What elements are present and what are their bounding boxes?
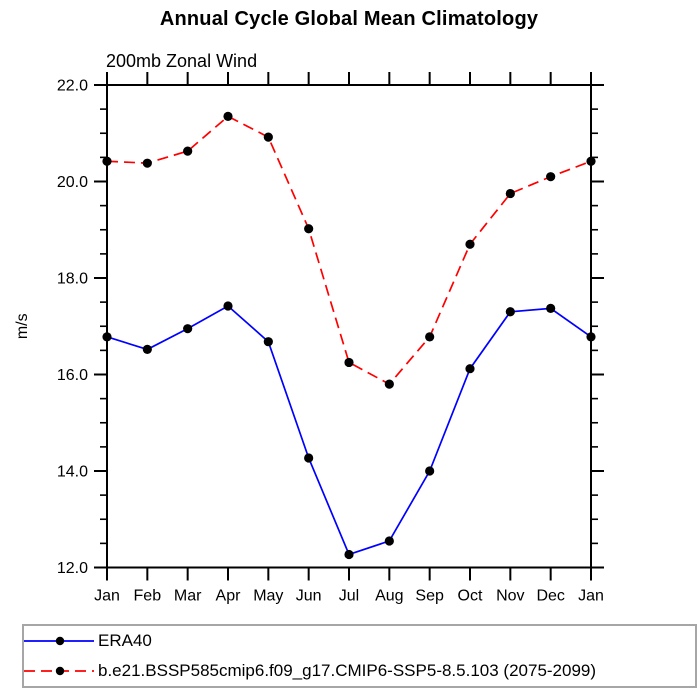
x-tick-label: Feb — [134, 588, 162, 605]
data-point-marker — [142, 158, 152, 168]
data-point-marker — [263, 337, 273, 347]
chart-title: Annual Cycle Global Mean Climatology — [159, 8, 539, 30]
data-point-marker — [425, 332, 435, 342]
data-point-marker — [505, 307, 515, 317]
data-point-marker — [465, 239, 475, 249]
x-tick-label: Apr — [216, 588, 242, 605]
y-axis-title: m/s — [14, 313, 31, 339]
data-point-marker — [102, 156, 112, 166]
legend-item-model: b.e21.BSSP585cmip6.f09_g17.CMIP6-SSP5-8.… — [24, 656, 695, 686]
era40-line-sample — [24, 636, 94, 646]
data-point-marker — [142, 344, 152, 355]
data-point-marker — [102, 332, 112, 342]
y-tick-label: 18.0 — [57, 271, 88, 288]
legend-marker-dot — [55, 636, 65, 646]
data-point-marker — [505, 188, 515, 199]
legend-box: ERA40 b.e21.BSSP585cmip6.f09_g17.CMIP6-S… — [22, 624, 697, 688]
x-tick-label: Jul — [339, 588, 359, 605]
x-tick-label: Jan — [578, 588, 604, 605]
data-point-marker — [183, 146, 193, 156]
x-tick-label: May — [253, 588, 283, 605]
data-point-marker — [586, 156, 596, 166]
model-line-sample — [24, 666, 94, 676]
data-point-marker — [344, 549, 354, 560]
data-point-marker — [384, 536, 394, 546]
plot-frame — [106, 84, 592, 569]
data-point-marker — [546, 303, 556, 313]
series-line-0 — [106, 304, 592, 556]
legend-item-era40: ERA40 — [24, 626, 695, 656]
data-point-marker — [465, 364, 475, 374]
data-point-marker — [546, 172, 556, 182]
y-tick-label: 12.0 — [57, 560, 88, 577]
x-tick-label: Jun — [296, 588, 322, 605]
x-tick-label: Jan — [94, 588, 120, 605]
x-tick-label: Aug — [375, 588, 403, 605]
data-point-marker — [384, 379, 394, 389]
data-point-marker — [344, 357, 354, 368]
x-tick-label: Nov — [496, 588, 524, 605]
x-tick-label: Oct — [458, 588, 483, 605]
data-point-marker — [223, 301, 233, 311]
y-tick-label: 22.0 — [57, 78, 88, 95]
data-point-marker — [263, 132, 273, 142]
x-tick-label: Sep — [415, 588, 444, 605]
y-tick-label: 20.0 — [57, 174, 88, 191]
chart-subtitle: 200mb Zonal Wind — [106, 51, 258, 71]
legend-marker-dot — [55, 666, 65, 676]
data-point-marker — [304, 224, 314, 234]
data-point-marker — [183, 324, 193, 334]
data-point-marker — [586, 332, 596, 342]
x-tick-label: Dec — [536, 588, 564, 605]
series-line-1 — [106, 115, 592, 386]
y-tick-label: 14.0 — [57, 464, 88, 481]
x-tick-label: Mar — [174, 588, 202, 605]
data-point-marker — [425, 466, 435, 476]
legend-label-era40: ERA40 — [98, 631, 152, 650]
plot-area: 12.0 14.0 16.0 18.0 20.0 22.0 Jan Feb Mar Apr May J… — [14, 72, 604, 605]
y-tick-label: 16.0 — [57, 367, 88, 384]
legend-label-model: b.e21.BSSP585cmip6.f09_g17.CMIP6-SSP5-8.… — [98, 661, 597, 680]
data-point-marker — [223, 111, 233, 121]
data-point-marker — [304, 453, 314, 463]
